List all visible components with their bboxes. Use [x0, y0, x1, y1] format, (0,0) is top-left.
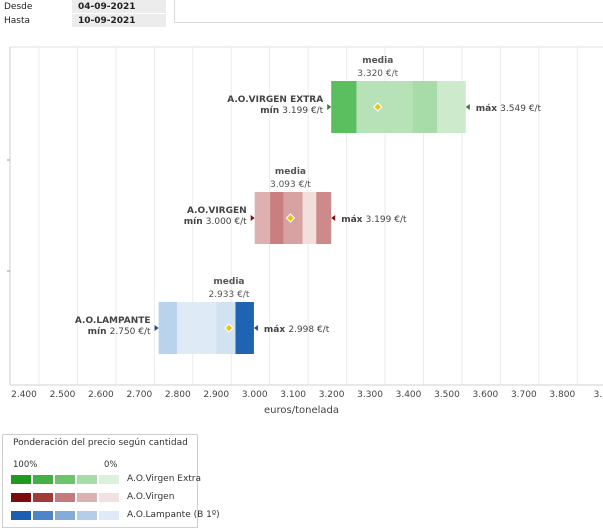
legend-row-label: A.O.Lampante (B 1º) [127, 510, 220, 520]
legend-box: Ponderación del precio según cantidad 10… [2, 434, 220, 528]
x-tick-label: 3.100 [280, 390, 306, 400]
x-tick-label: 2.500 [50, 390, 76, 400]
bar-segment [412, 81, 438, 133]
price-range-chart: 2.400 2.500 2.600 2.700 2.800 2.900 3.000 3.100… [7, 46, 603, 400]
bar-segment [356, 81, 413, 133]
legend-row-label: A.O.Virgen Extra [127, 474, 202, 484]
desde-row: Desde 04-09-2021 [0, 0, 166, 14]
legend-swatch [33, 492, 53, 502]
legend-swatch [11, 510, 31, 520]
date-range-panel: Desde 04-09-2021 Hasta 10-09-2021 [0, 0, 166, 28]
media-marker [373, 102, 383, 112]
bar-segment [270, 192, 284, 244]
max-value-label: máx 3.199 €/t [341, 215, 407, 225]
x-tick-label: 3.800 [549, 390, 575, 400]
legend-swatch [11, 474, 31, 484]
legend-swatch [77, 492, 97, 502]
x-tick-label: 3.600 [473, 390, 499, 400]
media-title-label: media [362, 56, 393, 66]
legend-swatch [77, 510, 97, 520]
legend-swatch [33, 510, 53, 520]
x-tick-label: 2.900 [203, 390, 229, 400]
legend-swatch [33, 474, 53, 484]
min-value-label: mín 3.199 €/t [260, 106, 323, 116]
x-tick-label: 2.800 [165, 390, 191, 400]
desde-label: Desde [0, 0, 72, 14]
desde-value[interactable]: 04-09-2021 [72, 0, 166, 14]
legend-swatch [11, 492, 31, 502]
x-tick-label: 2.400 [11, 390, 37, 400]
legend-row: A.O.Virgen [11, 492, 174, 502]
x-tick-label: 3.500 [434, 390, 460, 400]
x-tick-label: 3.400 [396, 390, 422, 400]
legend-swatch [55, 474, 75, 484]
bar-segment [177, 302, 217, 354]
media-marker [224, 323, 234, 333]
bar-segment [331, 81, 357, 133]
media-marker [285, 213, 296, 223]
media-value-label: 3.320 €/t [357, 69, 398, 79]
max-arrow [465, 104, 470, 110]
max-value-label: máx 3.549 €/t [476, 104, 542, 114]
max-value-label: máx 2.998 €/t [264, 325, 330, 335]
x-tick-label: 2.600 [88, 390, 114, 400]
bar-segment [302, 192, 317, 244]
min-value-label: mín 3.000 €/t [184, 217, 247, 227]
x-tick-label: 3.200 [319, 390, 345, 400]
legend-row: A.O.Lampante (B 1º) [11, 510, 220, 520]
hasta-label: Hasta [0, 14, 72, 28]
legend-title: Ponderación del precio según cantidad [13, 438, 188, 448]
top-panel-box [174, 0, 603, 23]
min-value-label: mín 2.750 €/t [88, 327, 151, 337]
legend-pct-low: 0% [104, 460, 118, 470]
x-tick-label: 3.300 [357, 390, 383, 400]
hasta-row: Hasta 10-09-2021 [0, 14, 166, 28]
legend-swatch [55, 510, 75, 520]
media-value-label: 3.093 €/t [270, 180, 311, 190]
media-value-label: 2.933 €/t [208, 290, 249, 300]
hasta-value[interactable]: 10-09-2021 [72, 14, 166, 28]
legend-row: A.O.Virgen Extra [11, 474, 201, 484]
media-title-label: media [275, 167, 306, 177]
max-arrow [331, 215, 336, 221]
bar-segment [437, 81, 466, 133]
x-tick-label: 3.700 [511, 390, 537, 400]
legend-pct-high: 100% [13, 460, 38, 470]
legend-swatch [77, 474, 97, 484]
bar-segment [254, 192, 271, 244]
min-arrow [327, 104, 332, 110]
x-tick-label: 3... [594, 390, 603, 400]
x-tick-label: 2.700 [126, 390, 152, 400]
bar-segment [316, 192, 332, 244]
series-name-label: A.O.VIRGEN [187, 206, 247, 216]
min-arrow [250, 215, 255, 221]
legend-swatch [55, 492, 75, 502]
legend-swatch [99, 492, 119, 502]
x-axis-label: euros/tonelada [264, 405, 339, 416]
legend-row-label: A.O.Virgen [127, 492, 175, 502]
bar-segment [158, 302, 178, 354]
legend-swatch [99, 510, 119, 520]
bar-segment [235, 302, 254, 354]
series-name-label: A.O.LAMPANTE [75, 316, 151, 326]
media-title-label: media [213, 277, 244, 287]
max-arrow [253, 325, 258, 331]
x-tick-label: 3.000 [242, 390, 268, 400]
legend-swatch [99, 474, 119, 484]
series-name-label: A.O.VIRGEN EXTRA [227, 95, 323, 105]
min-arrow [154, 325, 159, 331]
